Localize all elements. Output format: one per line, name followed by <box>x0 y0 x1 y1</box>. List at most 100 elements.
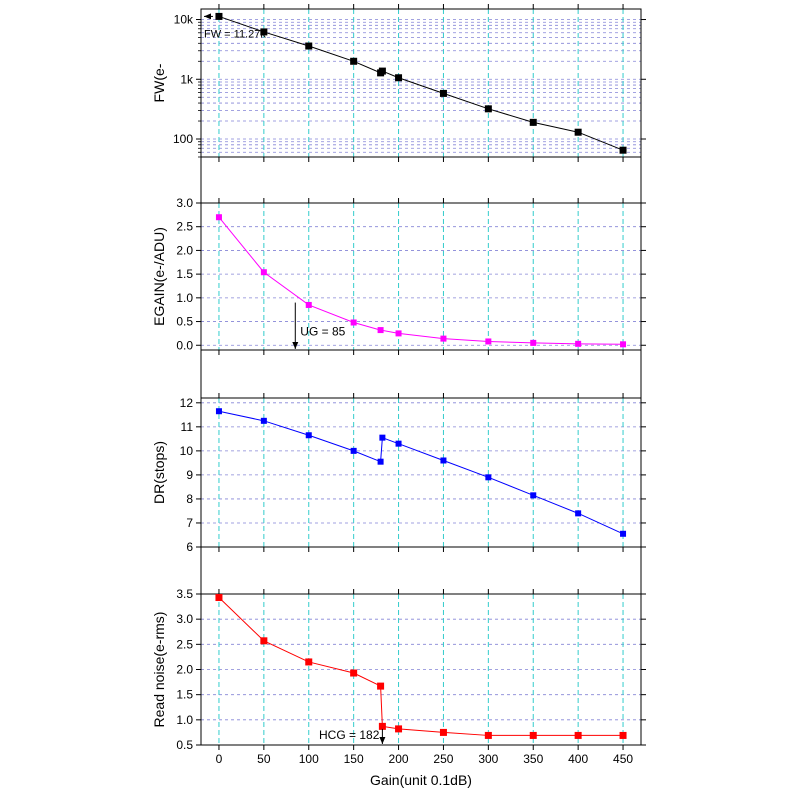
y-tick-label: 2.5 <box>176 220 193 234</box>
data-point <box>484 105 492 113</box>
y-tick-label: 1.5 <box>176 267 193 281</box>
spacer-band <box>200 546 642 595</box>
y-axis-label: DR(stops) <box>151 441 167 504</box>
data-point <box>260 637 268 645</box>
data-point <box>305 42 313 50</box>
y-axis-label: FW(e- <box>151 63 167 102</box>
y-tick-label: 2.0 <box>176 243 193 257</box>
x-tick-label: 150 <box>344 752 364 766</box>
y-tick-label: 0.5 <box>176 315 193 329</box>
data-point <box>350 447 357 454</box>
data-point <box>574 128 582 136</box>
data-point <box>395 330 402 337</box>
x-tick-label: 300 <box>478 752 498 766</box>
y-tick-label: 1.0 <box>176 713 193 727</box>
panel-4: 0.5 1.0 1.5 2.0 2.5 3.0 3.5 Read noise(e-rms) HC… <box>151 587 646 752</box>
data-point <box>620 530 627 537</box>
data-point <box>215 12 223 20</box>
data-point <box>378 67 386 75</box>
data-point <box>440 335 447 342</box>
x-axis-label: Gain(unit 0.1dB) <box>370 772 472 788</box>
y-tick-label: 2.5 <box>176 637 193 651</box>
x-tick-label: 250 <box>433 752 453 766</box>
panel-2: 0.0 0.5 1.0 1.5 2.0 2.5 3.0 EGAIN(e-/ADU) UG = 8… <box>151 196 646 399</box>
data-point <box>377 682 385 690</box>
y-tick-label: 3.0 <box>176 612 193 626</box>
data-point <box>215 408 222 415</box>
data-point <box>395 74 403 82</box>
data-point <box>620 341 627 348</box>
data-point <box>529 731 537 739</box>
data-point <box>574 731 582 739</box>
data-point <box>395 440 402 447</box>
x-tick-label: 350 <box>523 752 543 766</box>
data-point <box>378 722 386 730</box>
data-point <box>305 658 313 666</box>
annotation-label: FW = 11.27k <box>204 28 266 40</box>
data-point <box>485 338 492 345</box>
annotation-label: HCG = 182 <box>319 728 380 742</box>
data-point <box>529 118 537 126</box>
x-tick-label: 100 <box>299 752 319 766</box>
y-tick-label: 2.0 <box>176 663 193 677</box>
x-tick-label: 200 <box>389 752 409 766</box>
series-line <box>218 216 624 345</box>
y-tick-label: 11 <box>181 420 194 434</box>
y-tick-label: 6 <box>186 540 193 554</box>
data-point <box>530 339 537 346</box>
y-tick-label: 1.0 <box>176 291 193 305</box>
y-axis-label: Read noise(e-rms) <box>151 612 167 728</box>
y-tick-label: 100 <box>173 132 193 146</box>
data-point <box>377 327 384 334</box>
annotation-label: UG = 85 <box>300 324 345 338</box>
data-point <box>379 434 386 441</box>
spacer-band <box>200 156 642 204</box>
data-point <box>485 474 492 481</box>
y-axis-label: EGAIN(e-/ADU) <box>151 227 167 326</box>
series-line <box>218 410 624 535</box>
data-point <box>260 269 267 276</box>
data-point <box>440 457 447 464</box>
plot-frame <box>200 202 642 351</box>
data-point <box>350 319 357 326</box>
data-point <box>305 301 312 308</box>
x-tick-label: 0 <box>216 752 223 766</box>
spacer-band <box>200 349 642 399</box>
series-line <box>218 597 624 736</box>
x-tick-label: 450 <box>613 752 633 766</box>
y-tick-label: 0.5 <box>176 738 193 752</box>
data-point <box>260 417 267 424</box>
data-point <box>395 725 403 733</box>
y-tick-label: 3.5 <box>176 587 193 601</box>
panel-1: 10k 1k 100 FW(e- FW = 11.27k <box>151 4 646 204</box>
data-point <box>575 510 582 517</box>
data-point <box>350 57 358 65</box>
panel-3: 6 7 8 9 10 11 12 DR(stops) <box>151 393 646 595</box>
data-point <box>439 728 447 736</box>
data-point <box>305 432 312 439</box>
data-point <box>350 669 358 677</box>
data-point <box>575 340 582 347</box>
data-point <box>484 731 492 739</box>
series-line <box>218 15 624 151</box>
y-tick-label: 10 <box>180 444 194 458</box>
y-tick-label: 1k <box>180 72 194 86</box>
y-tick-label: 1.5 <box>176 688 193 702</box>
data-point <box>215 214 222 221</box>
data-point <box>260 28 268 36</box>
y-tick-label: 12 <box>180 396 194 410</box>
data-point <box>377 458 384 465</box>
y-tick-label: 8 <box>186 492 193 506</box>
data-point <box>619 146 627 154</box>
y-tick-label: 0.0 <box>176 338 193 352</box>
y-tick-label: 10k <box>174 13 194 27</box>
plot-frame <box>200 397 642 548</box>
data-point <box>439 89 447 97</box>
data-point <box>619 731 627 739</box>
x-tick-label: 50 <box>257 752 271 766</box>
y-tick-label: 3.0 <box>176 196 193 210</box>
y-tick-label: 9 <box>186 468 193 482</box>
data-point <box>530 492 537 499</box>
